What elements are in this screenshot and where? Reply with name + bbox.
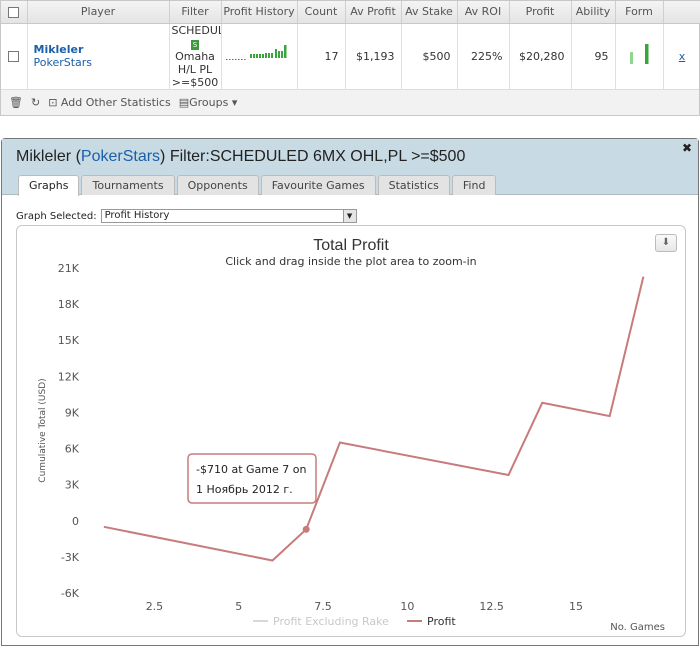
y-tick-label: -6K	[61, 587, 80, 600]
player-site-link[interactable]: PokerStars	[33, 56, 93, 69]
header-profit[interactable]: Profit	[509, 1, 572, 24]
tooltip-box	[187, 453, 317, 504]
av-stake-value: $500	[401, 23, 458, 90]
y-tick-label: -3K	[61, 551, 80, 564]
refresh-icon[interactable]: ↻	[30, 96, 41, 109]
select-all-checkbox[interactable]	[8, 6, 20, 18]
header-filter[interactable]: Filter	[169, 1, 222, 24]
graph-select-dropdown[interactable]: Profit History ▼	[100, 209, 357, 223]
tooltip-text: -$710 at Game 7 on	[196, 463, 306, 476]
graph-selected-label: Graph Selected:	[16, 210, 97, 222]
header-player[interactable]: Player	[27, 1, 170, 24]
header-blank	[663, 1, 700, 24]
graph-select-value: Profit History	[104, 210, 170, 221]
x-tick-label: 12.5	[479, 600, 504, 613]
groups-icon: ▤	[178, 96, 190, 109]
player-stats-table: Player Filter Profit History Count Av Pr…	[0, 0, 700, 116]
header-count[interactable]: Count	[297, 1, 346, 24]
profit-series-line	[103, 276, 645, 562]
close-icon[interactable]: ✖	[681, 141, 692, 155]
panel-title-site-link[interactable]: PokerStars	[80, 148, 161, 165]
x-tick-label: 7.5	[314, 600, 332, 613]
filter-cell[interactable]: SCHEDUL S Omaha H/L PL >=$500	[169, 23, 222, 90]
table-header-row: Player Filter Profit History Count Av Pr…	[1, 1, 700, 24]
profit-history-sparkline[interactable]	[221, 23, 298, 90]
ability-value: 95	[571, 23, 616, 90]
av-roi-value: 225%	[457, 23, 510, 90]
header-ability[interactable]: Ability	[571, 1, 616, 24]
legend-label-profit: Profit	[427, 615, 456, 628]
x-tick-label: 10	[400, 600, 414, 613]
filter-line: >=$500	[171, 75, 219, 89]
form-indicator	[615, 23, 664, 90]
y-tick-label: 12K	[58, 370, 80, 383]
y-tick-label: 18K	[58, 298, 80, 311]
panel-title-player: Mikleler	[16, 148, 72, 165]
filter-line: Omaha	[175, 49, 215, 63]
add-statistics-button[interactable]: ⊡ Add Other Statistics	[48, 96, 171, 109]
header-av-profit[interactable]: Av Profit	[345, 1, 402, 24]
filter-line: H/L PL	[177, 62, 213, 76]
tab-opponents[interactable]: Opponents	[176, 175, 259, 195]
tab-favourite-games[interactable]: Favourite Games	[260, 175, 376, 195]
header-profit-history[interactable]: Profit History	[221, 1, 298, 24]
sparkline-svg	[226, 44, 287, 60]
chevron-down-icon[interactable]: ▼	[342, 210, 356, 222]
y-tick-label: 15K	[58, 334, 80, 347]
add-icon: ⊡	[48, 96, 58, 109]
add-statistics-label: Add Other Statistics	[60, 96, 171, 109]
tab-statistics[interactable]: Statistics	[377, 175, 450, 195]
y-tick-label: 6K	[65, 443, 80, 456]
row-checkbox[interactable]	[8, 51, 20, 62]
legend-label-profit-excluding-rake: Profit Excluding Rake	[273, 615, 389, 628]
tab-find[interactable]: Find	[451, 175, 497, 195]
filter-line: SCHEDUL	[171, 23, 221, 37]
chevron-down-icon: ▾	[231, 96, 238, 109]
graph-selector-row: Graph Selected: Profit History ▼	[16, 209, 357, 223]
table-row: Mikleler PokerStars SCHEDUL S Omaha H/L …	[1, 23, 700, 90]
y-tick-label: 9K	[65, 406, 80, 419]
panel-tabs: Graphs Tournaments Opponents Favourite G…	[18, 175, 497, 196]
x-tick-label: 15	[569, 600, 583, 613]
chart-subtitle: Click and drag inside the plot area to z…	[225, 255, 476, 268]
tab-tournaments[interactable]: Tournaments	[81, 175, 175, 195]
chart-container[interactable]: Total Profit Click and drag inside the pl…	[16, 225, 686, 637]
highlighted-point	[302, 525, 310, 533]
tab-graphs[interactable]: Graphs	[18, 175, 80, 196]
panel-title-filter: Filter:SCHEDULED 6MX OHL,PL >=$500	[169, 148, 466, 165]
x-axis-label: No. Games	[610, 622, 665, 633]
groups-label: Groups	[189, 96, 229, 109]
header-av-stake[interactable]: Av Stake	[401, 1, 458, 24]
header-select-all[interactable]	[1, 1, 28, 24]
download-icon[interactable]: ⬇	[655, 234, 677, 252]
av-profit-value: $1,193	[345, 23, 402, 90]
header-av-roi[interactable]: Av ROI	[457, 1, 510, 24]
panel-title: Mikleler (PokerStars) Filter:SCHEDULED 6…	[16, 148, 466, 165]
tooltip-text: 1 Ноябрь 2012 г.	[196, 483, 293, 496]
form-bars-icon	[630, 43, 649, 64]
y-tick-label: 21K	[58, 262, 80, 275]
y-axis-label: Cumulative Total (USD)	[38, 378, 48, 482]
panel-header: Mikleler (PokerStars) Filter:SCHEDULED 6…	[2, 139, 698, 196]
table-toolbar: 🗑 ↻ ⊡ Add Other Statistics ▤Groups ▾	[1, 89, 699, 115]
chart-title: Total Profit	[313, 237, 389, 254]
row-checkbox-cell[interactable]	[1, 23, 28, 90]
groups-dropdown[interactable]: ▤Groups ▾	[179, 96, 238, 109]
count-value: 17	[297, 23, 346, 90]
filter-badge: S	[191, 39, 199, 50]
trash-icon[interactable]: 🗑	[9, 96, 23, 109]
remove-row-cell[interactable]: x	[663, 23, 700, 90]
header-form[interactable]: Form	[615, 1, 664, 24]
x-tick-label: 5	[235, 600, 242, 613]
x-tick-label: 2.5	[146, 600, 164, 613]
profit-value: $20,280	[509, 23, 572, 90]
remove-row-link[interactable]: x	[678, 49, 686, 63]
player-name-link[interactable]: Mikleler	[33, 43, 84, 56]
player-graph-panel: Mikleler (PokerStars) Filter:SCHEDULED 6…	[1, 138, 699, 646]
y-tick-label: 3K	[65, 479, 80, 492]
y-tick-label: 0	[72, 515, 79, 528]
player-cell: Mikleler PokerStars	[27, 23, 170, 90]
